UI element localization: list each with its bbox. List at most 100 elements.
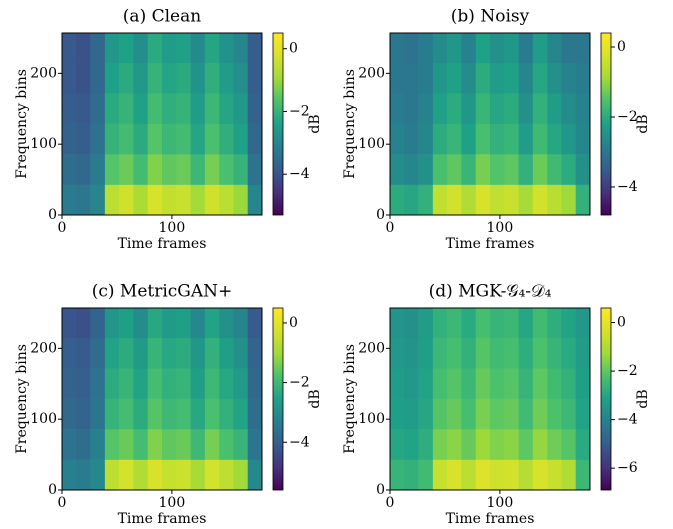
heatmap-cell [447,154,462,185]
heatmap-cell [390,184,405,216]
heatmap-cell [547,154,562,185]
heatmap-cell [162,337,177,369]
heatmap-cell [418,308,434,339]
heatmap-cell [247,123,263,155]
heatmap-cell [518,368,534,399]
heatmap-cell [233,368,249,399]
heatmap-cell [518,184,534,216]
heatmap-cell [62,368,77,399]
heatmap-cell [76,154,91,185]
heatmap-cell [219,429,234,460]
heatmap-cell [404,123,419,155]
x-tick-label: 0 [386,220,395,236]
heatmap-cell [432,459,448,491]
heatmap-cell [447,337,462,369]
heatmap-cell [575,62,591,94]
colorbar-tick-label: −4 [617,179,638,195]
heatmap-cell [575,459,591,491]
heatmap-cell [404,184,419,216]
heatmap-cell [575,429,591,460]
heatmap-cell [176,398,191,430]
heatmap-cell [119,459,134,491]
heatmap-cell [404,429,419,460]
heatmap-cell [133,123,149,155]
heatmap-cell [418,123,434,155]
heatmap-cell [447,123,462,155]
heatmap-cell [532,184,548,216]
heatmap-cell [119,184,134,216]
heatmap-cell [119,33,134,64]
heatmap-cell [204,93,220,124]
heatmap-cell [119,368,134,399]
heatmap-cell [219,33,234,64]
heatmap-cell [404,62,419,94]
heatmap-cell [532,62,548,94]
heatmap-cell [204,337,220,369]
heatmap-cell [575,398,591,430]
colorbar-tick-label: −4 [617,412,638,428]
axes-frame [61,32,263,216]
heatmap-cell [447,368,462,399]
heatmap-cell [133,93,149,124]
x-axis-label: Time frames [118,236,207,252]
heatmap-cell [461,33,477,64]
heatmap-cell [190,368,206,399]
heatmap-cell [490,308,505,339]
heatmap-cell [133,429,149,460]
heatmap-cell [62,33,77,64]
heatmap-cell [133,62,149,94]
heatmap-cell [504,398,519,430]
heatmap-cell [104,123,120,155]
heatmap-cell [404,398,419,430]
heatmap-cell [104,308,120,339]
heatmap-cell [76,33,91,64]
heatmap-cell [90,459,106,491]
heatmap-cell [176,123,191,155]
heatmap-cell [390,368,405,399]
heatmap-cell [247,33,263,64]
heatmap-cell [390,123,405,155]
heatmap-cell [133,154,149,185]
heatmap-cell [561,308,577,339]
heatmap-cell [490,33,505,64]
heatmap-cell [133,398,149,430]
heatmap-cell [247,184,263,216]
axes-frame [389,32,591,216]
axes-frame [389,307,591,491]
heatmap-cell [490,93,505,124]
heatmap-cell [104,337,120,369]
heatmap-cell [62,308,77,339]
heatmap-cell [162,123,177,155]
colorbar-tick-label: −4 [289,166,310,182]
colorbar-tick-label: −2 [617,109,638,125]
heatmap-cell [204,154,220,185]
chart-title: (c) MetricGAN+ [92,282,233,302]
heatmap-cell [575,308,591,339]
heatmap-cell [62,93,77,124]
heatmap-cell [162,368,177,399]
heatmap-cell [133,308,149,339]
heatmap-cell [475,398,491,430]
colorbar [272,32,284,216]
heatmap-cell [190,398,206,430]
heatmap-cell [62,184,77,216]
y-axis-label: Frequency bins [14,69,30,179]
heatmap-cell [418,62,434,94]
heatmap-cell [90,308,106,339]
heatmap-cell [76,368,91,399]
heatmap-cell [219,368,234,399]
heatmap-cell [532,337,548,369]
heatmap-cell [147,62,163,94]
heatmap-cell [176,93,191,124]
heatmap-cell [119,123,134,155]
heatmap-cell [104,184,120,216]
heatmap-cell [490,154,505,185]
heatmap-cell [461,459,477,491]
heatmap-cell [561,93,577,124]
heatmap-cell [475,154,491,185]
heatmap-cell [176,62,191,94]
heatmap-cell [90,429,106,460]
heatmap-cell [518,337,534,369]
heatmap-cell [404,368,419,399]
